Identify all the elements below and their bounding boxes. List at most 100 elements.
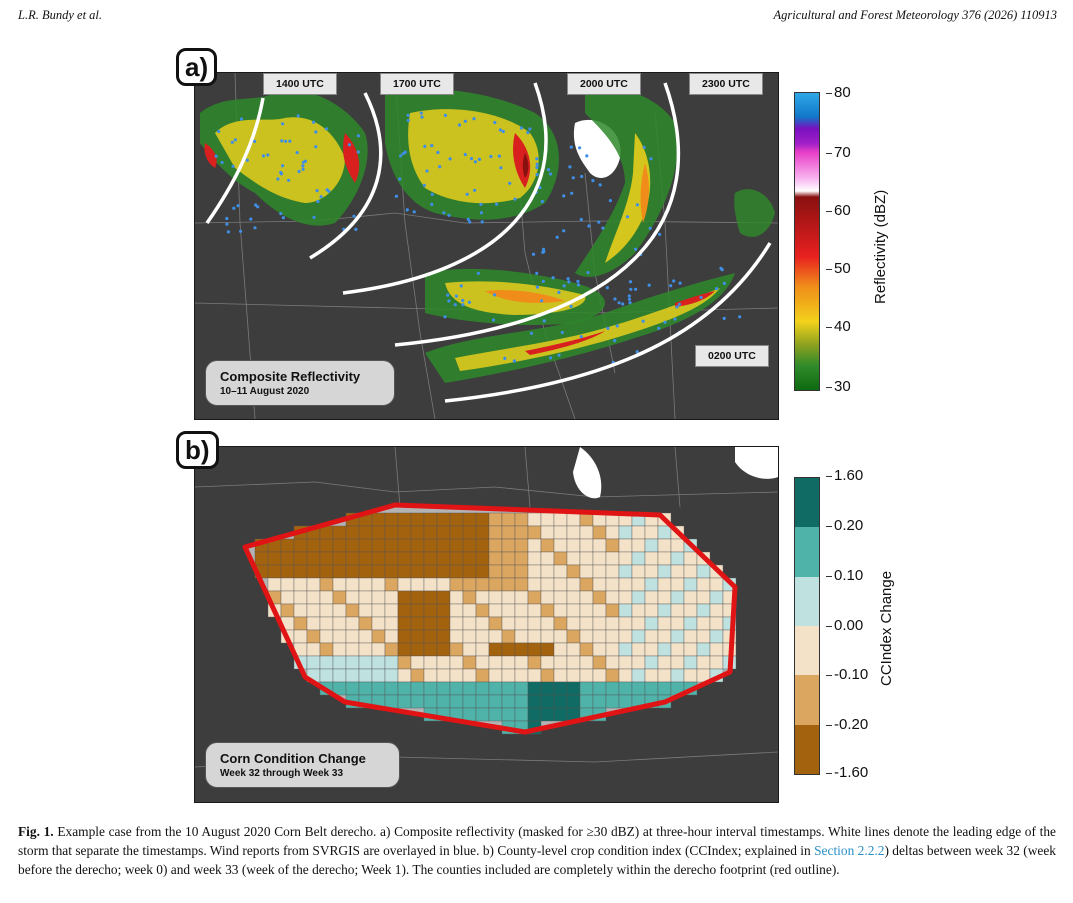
county-cell (462, 681, 477, 696)
county-cell (358, 655, 373, 670)
county-cell (592, 590, 607, 605)
county-cell (293, 538, 308, 553)
county-cell (618, 551, 633, 566)
county-cell (644, 681, 659, 696)
county-cell (631, 655, 646, 670)
wind-report-dot (284, 139, 288, 143)
ccindex-colorbar-band (795, 478, 819, 528)
wind-report-dot (296, 114, 300, 118)
wind-report-dot (461, 298, 465, 303)
wind-report-dot (627, 294, 631, 298)
county-cell (657, 681, 672, 696)
county-cell (384, 551, 399, 566)
wind-report-dot (535, 165, 539, 170)
county-cell (358, 629, 373, 644)
county-cell (514, 668, 529, 683)
county-cell (449, 616, 464, 631)
panel-b-legend-subtitle: Week 32 through Week 33 (220, 768, 344, 779)
county-cell (540, 577, 555, 592)
county-cell (488, 655, 503, 670)
wind-report-dot (279, 212, 283, 216)
county-cell (384, 694, 399, 709)
county-cell (410, 694, 425, 709)
county-cell (345, 590, 360, 605)
wind-report-dot (354, 227, 358, 231)
wind-report-dot (529, 331, 534, 335)
county-cell (462, 603, 477, 618)
wind-report-dot (720, 268, 724, 272)
county-cell (553, 642, 568, 657)
county-cell (332, 668, 347, 683)
county-cell (449, 577, 464, 592)
county-cell (514, 694, 529, 709)
wind-report-dot (459, 284, 463, 288)
county-cell (488, 525, 503, 540)
figure-caption: Fig. 1. Example case from the 10 August … (18, 822, 1056, 879)
wind-report-dot (465, 192, 469, 196)
county-cell (553, 707, 568, 722)
wind-report-dot (399, 154, 403, 158)
wind-report-dot (430, 192, 434, 196)
county-cell (410, 590, 425, 605)
county-cell (436, 577, 451, 592)
wind-report-dot (568, 165, 572, 169)
county-cell (475, 564, 490, 579)
county-cell (540, 551, 555, 566)
panel-b-label: b) (176, 431, 219, 469)
county-cell (527, 590, 542, 605)
county-cell (332, 564, 347, 579)
county-cell (293, 577, 308, 592)
county-cell (514, 629, 529, 644)
county-cell (527, 525, 542, 540)
wind-report-dot (233, 138, 237, 142)
county-cell (449, 564, 464, 579)
wind-report-dot (557, 290, 561, 294)
county-cell (696, 590, 711, 605)
county-cell (618, 525, 633, 540)
caption-section-link[interactable]: Section 2.2.2 (814, 843, 885, 858)
county-cell (449, 590, 464, 605)
county-cell (267, 564, 282, 579)
county-cell (566, 668, 581, 683)
wind-report-dot (673, 317, 677, 321)
county-cell (540, 694, 555, 709)
reflectivity-tick-80: 80 (826, 84, 851, 101)
county-cell (579, 577, 594, 592)
county-cell (280, 603, 295, 618)
county-cell (553, 590, 568, 605)
county-cell (540, 590, 555, 605)
panel-a-legend: Composite Reflectivity 10–11 August 2020 (205, 360, 395, 406)
county-cell (345, 577, 360, 592)
wind-report-dot (591, 179, 595, 183)
county-cell (657, 616, 672, 631)
wind-report-dot (448, 157, 452, 161)
lake-michigan-b (573, 447, 602, 499)
county-cell (657, 525, 672, 540)
county-cell (696, 642, 711, 657)
reflectivity-tick-70: 70 (826, 144, 851, 161)
lake-huron-b (735, 447, 778, 479)
running-head-journal: Agricultural and Forest Meteorology 376 … (773, 8, 1057, 22)
county-cell (293, 590, 308, 605)
county-cell (514, 525, 529, 540)
county-cell (553, 538, 568, 553)
county-cell (267, 551, 282, 566)
county-cell (436, 655, 451, 670)
county-cell (345, 681, 360, 696)
reflectivity-map: 1400 UTC 1700 UTC 2000 UTC 2300 UTC 0200… (194, 72, 779, 420)
county-cell (280, 538, 295, 553)
county-cell (553, 525, 568, 540)
county-cell (462, 694, 477, 709)
wind-report-dot (315, 189, 319, 193)
county-cell (332, 590, 347, 605)
county-cell (592, 655, 607, 670)
wind-report-dot (239, 229, 243, 233)
wind-report-dot (447, 299, 451, 303)
wind-report-dot (576, 283, 581, 287)
wind-report-dot (535, 173, 539, 177)
county-cell (618, 590, 633, 605)
county-cell (696, 577, 711, 592)
county-cell (410, 512, 425, 527)
wind-report-dot (325, 188, 329, 192)
county-cell (644, 551, 659, 566)
